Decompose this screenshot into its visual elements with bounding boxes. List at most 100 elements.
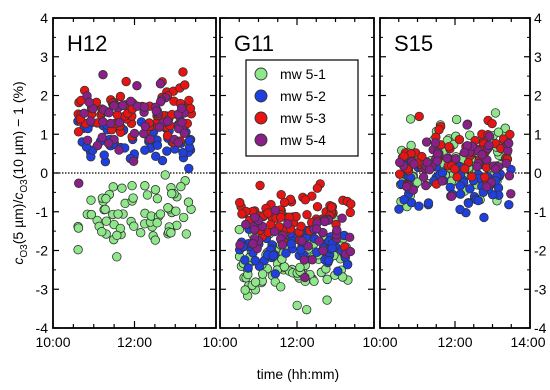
data-point [414,111,424,122]
data-point [243,263,253,273]
data-point [128,156,139,166]
data-point [302,209,312,220]
data-point [437,176,447,186]
data-point [346,199,356,209]
data-point [312,183,323,193]
data-point [177,117,187,128]
data-point [434,125,444,135]
data-point [345,207,356,218]
data-point [113,209,123,219]
data-point [279,197,290,208]
data-point [424,164,435,175]
data-point [300,195,311,205]
y-tick-label-left: 4 [40,10,48,26]
data-point [73,245,83,255]
data-point [277,240,288,250]
data-point [430,138,441,148]
data-point [323,255,334,266]
x-axis-title: time (hh:mm) [257,366,339,382]
data-point [421,137,432,147]
data-point [240,285,250,295]
data-point [286,239,297,249]
data-point [462,120,472,130]
data-point [299,255,309,265]
y-tick-label-left: -3 [36,281,49,297]
data-point [101,216,112,226]
data-point [104,107,114,118]
data-point [309,276,319,286]
data-point [504,171,515,181]
data-point [240,255,250,265]
data-point [129,221,139,231]
data-point [117,183,127,193]
data-point [337,213,347,223]
data-point [487,118,497,129]
y-tick-label-right: 0 [534,165,542,181]
y-title-sub1: O3 [19,244,30,258]
data-point [270,269,281,279]
data-point [479,212,489,223]
y-tick-label-right: -1 [534,204,547,220]
points-group [73,67,197,262]
data-point [490,108,501,118]
legend-marker [254,111,268,125]
panel-s15: S15 [379,17,531,329]
data-point [162,146,172,156]
panel-h12: H12 [52,17,217,329]
panel-label: S15 [394,31,433,56]
data-point [303,241,313,251]
data-point [178,212,189,223]
x-tick-label: 10:00 [202,334,237,350]
data-point [460,164,470,174]
data-point [139,102,150,112]
data-point [98,70,108,80]
data-point [73,223,84,233]
data-point [504,138,514,149]
data-point [283,219,293,229]
data-point [103,138,114,149]
data-point [276,189,286,200]
data-point [452,172,462,182]
data-point [394,157,405,168]
data-point [178,147,188,158]
data-point [268,250,279,261]
y-title-c2: c [10,193,26,200]
y-tick-label-right: 2 [534,88,542,104]
data-point [421,180,431,191]
data-point [79,108,89,119]
data-point [459,147,470,158]
data-point [92,140,103,151]
data-point [405,114,416,124]
data-point [135,228,146,238]
data-point [99,150,109,160]
data-point [250,212,260,223]
data-point [269,226,280,237]
y-tick-label-left: -1 [36,204,49,220]
points-group [234,179,356,315]
legend-label: mw 5-1 [280,66,326,82]
data-point [465,184,475,194]
data-point [248,239,258,249]
points-group [394,108,516,223]
data-point [180,80,190,90]
y-tick-label-right: -3 [534,281,547,297]
data-point [152,218,162,228]
legend-marker [254,67,268,81]
data-point [473,195,483,206]
data-point [477,150,487,160]
data-point [506,189,516,199]
data-point [504,199,514,210]
data-point [484,140,494,151]
data-point [463,198,474,208]
data-point [100,204,110,215]
data-point [166,228,176,238]
data-point [151,151,161,162]
data-point [171,206,181,216]
y-title-mid2: (10 µm) − 1 (%) [10,81,26,179]
data-point [155,79,166,89]
y-title-mid1: (5 µm)/ [10,200,26,245]
y-tick-label-right: 4 [534,10,542,26]
data-point [414,201,424,211]
data-point [155,209,166,219]
data-point [150,185,161,195]
